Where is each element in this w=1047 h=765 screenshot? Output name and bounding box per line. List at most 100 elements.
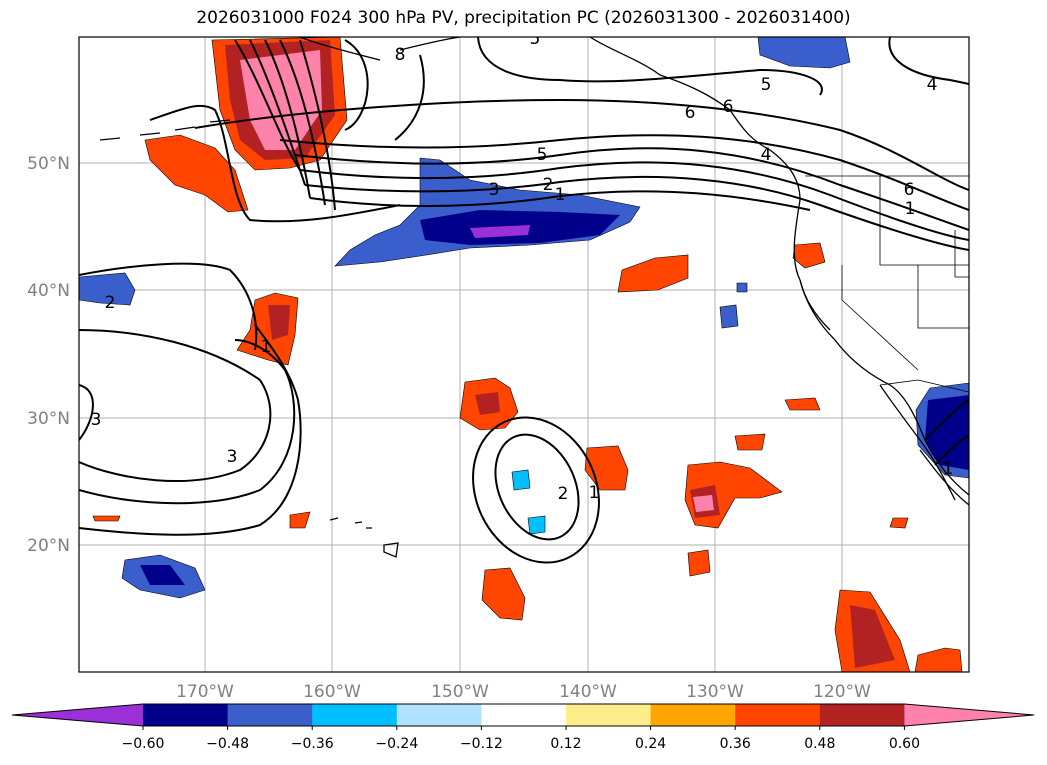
contour-label: 2: [558, 484, 569, 504]
contour-label: 4: [927, 75, 938, 95]
colorbar-swatch: [650, 704, 736, 726]
colorbar-tick-label: 0.24: [635, 736, 666, 752]
precip-peak-gulf-alaska: [240, 50, 322, 150]
pv-contour: [494, 433, 580, 541]
political-borders: [805, 175, 969, 393]
precip-area-s2: [687, 549, 711, 577]
precip-neg-sw-core: [140, 565, 185, 585]
colorbar-tick-label: −0.12: [460, 736, 503, 752]
lon-label: 170°W: [176, 682, 234, 702]
precip-area-nw: [144, 134, 249, 213]
lat-label: 20°N: [27, 536, 70, 556]
colorbar-swatch: [819, 704, 905, 726]
contour-label: 3: [227, 447, 238, 467]
pv-contour: [924, 399, 969, 441]
map-content: 5 6 4 5 4 6 5 3 2 1 6 8 2 1 3 3 2 1 1 1: [79, 29, 969, 672]
contour-label: 1: [589, 483, 600, 503]
map-title: 2026031000 F024 300 hPa PV, precipitatio…: [196, 8, 851, 28]
lon-label: 160°W: [303, 682, 361, 702]
map-frame: [78, 36, 970, 673]
pv-contour: [934, 434, 969, 466]
precip-area-s1: [481, 567, 526, 621]
precip-area-e1: [734, 433, 766, 451]
pv-contour: [477, 37, 823, 96]
precip-negative-areas: [79, 37, 969, 599]
colorbar-swatch: [312, 704, 398, 726]
colorbar-tick-label: 0.36: [720, 736, 751, 752]
lon-label: 120°W: [813, 682, 871, 702]
precip-neg-se-core: [925, 395, 969, 470]
pv-contour: [394, 54, 425, 141]
pv-contour: [79, 339, 296, 505]
coastline-mexico: [919, 449, 969, 506]
precip-area-ne1: [617, 254, 689, 293]
pv-contour: [472, 416, 600, 564]
contour-label: 3: [489, 180, 500, 200]
colorbar-tick-label: −0.60: [122, 736, 165, 752]
contour-label: 3: [91, 410, 102, 430]
precip-core-w1: [268, 305, 290, 340]
colorbar-extend-high: [904, 704, 1034, 726]
precip-neg-west-edge: [79, 272, 136, 306]
contour-label: 1: [555, 185, 566, 205]
lon-label: 130°W: [686, 682, 744, 702]
precip-neg-small3: [719, 304, 739, 329]
precip-area-e2: [784, 397, 821, 411]
pv-contour: [294, 147, 969, 231]
pv-contour: [279, 39, 326, 206]
pv-contour: [344, 39, 369, 131]
alaska-coast: [299, 37, 461, 61]
pv-contour: [249, 39, 306, 186]
contour-label: 5: [761, 75, 772, 95]
pv-contour: [79, 262, 258, 351]
colorbar-swatch: [566, 704, 652, 726]
aleutian-islands: [99, 119, 231, 141]
lat-label: 30°N: [27, 409, 70, 429]
contour-label: 2: [105, 293, 116, 313]
precip-positive-areas: [92, 37, 963, 672]
state-border: [954, 230, 969, 278]
contour-label: 6: [904, 180, 915, 200]
colorbar-swatch: [396, 704, 482, 726]
lat-label: 50°N: [27, 154, 70, 174]
us-mexico-border: [879, 379, 969, 393]
pv-contour: [264, 39, 311, 199]
precip-neg-small1: [511, 469, 531, 491]
precip-area-ne2: [792, 242, 826, 269]
contour-label: 1: [943, 459, 954, 479]
precip-neg-north: [757, 37, 851, 69]
pv-contour: [304, 175, 969, 251]
lat-label: 40°N: [27, 281, 70, 301]
colorbar-tick-label: 0.60: [889, 736, 920, 752]
state-border: [879, 176, 969, 266]
colorbar-tick-label: −0.24: [375, 736, 418, 752]
contour-label: 5: [537, 145, 548, 165]
precip-neg-small4: [736, 282, 748, 293]
colorbar-tick-label: −0.48: [206, 736, 249, 752]
precip-area-small1: [289, 511, 311, 529]
contour-label: 6: [685, 103, 696, 123]
colorbar-tick-label: −0.36: [291, 736, 334, 752]
precip-peak-epac: [693, 495, 714, 512]
precip-area-se2: [914, 647, 963, 672]
state-border: [841, 265, 919, 371]
contour-label: 5: [530, 29, 541, 49]
pv-contour: [888, 37, 969, 85]
precip-neg-central-peak: [470, 225, 530, 238]
coastline-california: [799, 279, 831, 331]
precip-core-se: [850, 605, 895, 668]
pv-contour: [79, 384, 94, 441]
precip-area-small2: [889, 517, 909, 529]
contour-labels: 5 6 4 5 4 6 5 3 2 1 6 8 2 1 3 3 2 1 1 1: [91, 29, 954, 504]
precip-core-mid1: [475, 392, 500, 415]
colorbar-tick-label: 0.12: [550, 736, 581, 752]
pv-contour: [299, 39, 336, 211]
pv-contour: [194, 98, 969, 191]
pv-contour: [299, 161, 969, 241]
coastline-north-america: [589, 37, 969, 496]
contour-label: 6: [723, 97, 734, 117]
contour-label: 1: [905, 199, 916, 219]
hawaii-islands: [329, 517, 399, 558]
lon-label: 150°W: [431, 682, 489, 702]
